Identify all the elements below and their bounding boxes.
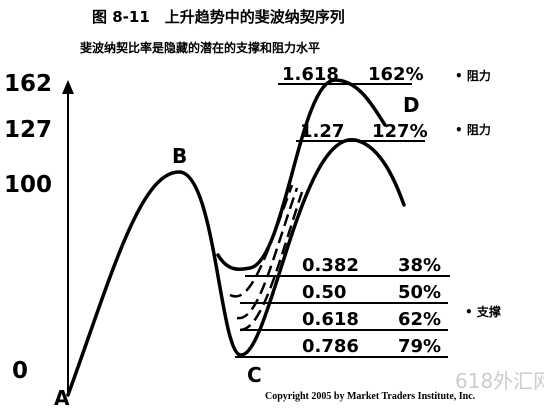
dashed-path [229,184,294,298]
watermark: 618外汇网 [455,369,544,393]
level-percent: 162% [368,64,424,85]
level-percent: 79% [398,336,441,357]
point-label: A [54,386,70,410]
figure-title: 图 8-11 上升趋势中的斐波纳契序列 [92,8,345,26]
level-percent: 62% [398,309,441,330]
axis-label: 162 [4,71,52,97]
point-label: B [172,144,187,168]
axis-label: 100 [4,172,52,198]
dashed-path [239,191,304,332]
level-ratio: 0.50 [302,282,346,303]
point-label: C [247,363,262,387]
level-percent: 127% [372,121,428,142]
point-label: D [403,93,420,117]
axis-label: 127 [4,117,52,143]
copyright: Copyright 2005 by Market Traders Institu… [265,391,476,402]
level-percent: 50% [398,282,441,303]
level-ratio: 1.618 [282,64,339,85]
level-percent: 38% [398,255,441,276]
dashed-path [236,187,299,320]
side-label: • 阻力 [455,68,491,83]
price-curve [216,78,387,271]
subtitle: 斐波纳契比率是隐藏的潜在的支撑和阻力水平 [80,40,320,55]
axis-label: 0 [12,358,28,384]
axis-arrow [62,80,74,94]
side-label: • 支撑 [465,304,501,319]
level-ratio: 0.618 [302,309,359,330]
level-ratio: 0.786 [302,336,359,357]
level-ratio: 1.27 [300,121,344,142]
level-ratio: 0.382 [302,255,359,276]
side-label: • 阻力 [455,122,491,137]
